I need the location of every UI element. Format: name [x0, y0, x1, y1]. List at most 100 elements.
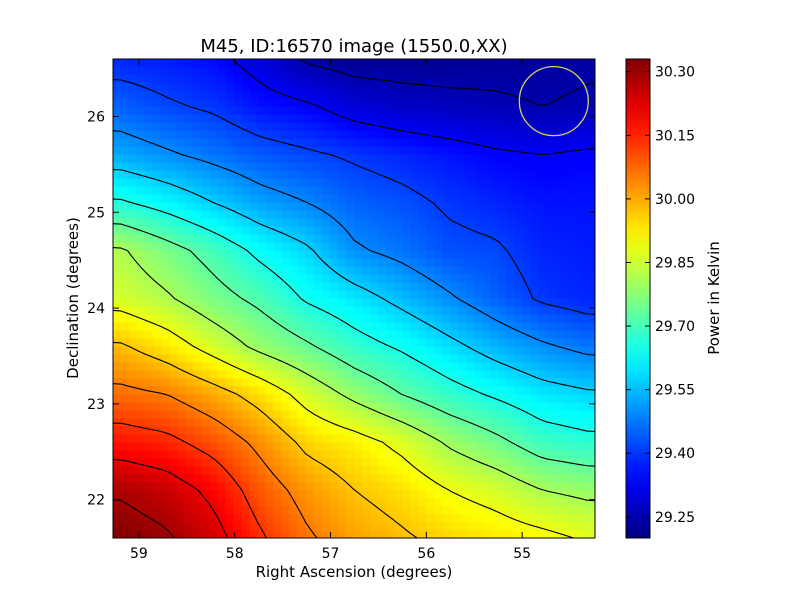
heatmap-cell	[169, 514, 178, 523]
heatmap-cell	[442, 434, 451, 443]
heatmap-cell	[474, 170, 484, 180]
heatmap-cell	[265, 154, 275, 164]
heatmap-cell	[362, 370, 371, 379]
heatmap-cell	[418, 130, 427, 140]
heatmap-cell	[153, 194, 162, 204]
heatmap-cell	[113, 530, 122, 538]
heatmap-cell	[538, 242, 548, 252]
heatmap-cell	[554, 194, 564, 204]
heatmap-cell	[354, 250, 363, 260]
heatmap-cell	[506, 234, 516, 244]
heatmap-cell	[281, 106, 291, 116]
heatmap-cell	[257, 130, 267, 140]
heatmap-cell	[450, 506, 460, 515]
heatmap-cell	[233, 458, 243, 467]
heatmap-cell	[337, 242, 347, 252]
heatmap-cell	[570, 354, 580, 363]
heatmap-cell	[321, 266, 331, 276]
heatmap-cell	[185, 122, 194, 132]
heatmap-cell	[570, 458, 580, 467]
heatmap-cell	[546, 90, 556, 100]
heatmap-cell	[498, 210, 508, 220]
heatmap-cell	[225, 114, 235, 124]
heatmap-cell	[257, 370, 267, 379]
heatmap-cell	[241, 370, 251, 379]
heatmap-cell	[514, 74, 524, 84]
contour-lines	[113, 59, 595, 538]
heatmap-cell	[337, 434, 347, 443]
heatmap-cell	[442, 410, 451, 419]
heatmap-cell	[546, 450, 556, 459]
heatmap-cell	[426, 490, 435, 499]
heatmap-cell	[201, 514, 210, 523]
heatmap-cell	[386, 514, 395, 523]
heatmap-cell	[129, 66, 138, 76]
heatmap-cell	[249, 490, 259, 499]
heatmap-cell	[546, 402, 556, 411]
heatmap-cell	[418, 162, 427, 172]
heatmap-cell	[538, 59, 548, 68]
heatmap-cell	[378, 114, 387, 124]
heatmap-cell	[169, 354, 178, 363]
heatmap-cell	[474, 394, 484, 403]
heatmap-cell	[161, 74, 170, 84]
heatmap-cell	[386, 59, 395, 68]
heatmap-cell	[530, 530, 540, 538]
heatmap-cell	[313, 386, 323, 395]
heatmap-cell	[402, 466, 411, 475]
heatmap-cell	[345, 66, 355, 76]
heatmap-cell	[209, 146, 219, 156]
heatmap-cell	[169, 250, 178, 260]
heatmap-cell	[362, 242, 371, 252]
heatmap-cell	[458, 226, 468, 236]
heatmap-cell	[386, 290, 395, 300]
heatmap-cell	[137, 154, 146, 164]
heatmap-cell	[514, 490, 524, 499]
heatmap-cell	[145, 98, 154, 108]
heatmap-cell	[273, 90, 283, 100]
heatmap-cell	[474, 314, 484, 324]
heatmap-cell	[578, 59, 588, 68]
heatmap-cell	[145, 266, 154, 276]
heatmap-cell	[554, 218, 564, 228]
heatmap-cell	[354, 146, 363, 156]
heatmap-cell	[362, 362, 371, 371]
heatmap-cell	[345, 402, 355, 411]
heatmap-cell	[329, 458, 339, 467]
heatmap-cell	[177, 354, 186, 363]
heatmap-cell	[209, 106, 219, 116]
heatmap-cell	[490, 498, 500, 507]
heatmap-cell	[273, 170, 283, 180]
heatmap-cell	[289, 122, 299, 132]
heatmap-cell	[217, 378, 227, 387]
heatmap-cell	[426, 362, 435, 371]
heatmap-cell	[177, 82, 186, 92]
heatmap-cell	[522, 458, 532, 467]
heatmap-cell	[145, 66, 154, 76]
heatmap-cell	[450, 306, 460, 316]
heatmap-cell	[530, 474, 540, 483]
heatmap-cell	[562, 498, 572, 507]
heatmap-cell	[514, 474, 524, 483]
heatmap-cell	[233, 522, 243, 531]
heatmap-cell	[378, 82, 387, 92]
heatmap-cell	[281, 226, 291, 236]
heatmap-cell	[578, 458, 588, 467]
heatmap-cell	[586, 122, 595, 132]
heatmap-cell	[233, 266, 243, 276]
heatmap-cell	[522, 442, 532, 451]
heatmap-cell	[474, 66, 484, 76]
heatmap-cell	[321, 154, 331, 164]
heatmap-cell	[354, 330, 363, 340]
heatmap-cell	[193, 458, 202, 467]
heatmap-cell	[161, 138, 170, 148]
heatmap-cell	[410, 202, 419, 212]
heatmap-cell	[530, 106, 540, 116]
heatmap-cell	[378, 522, 387, 531]
heatmap-cell	[522, 242, 532, 252]
heatmap-cell	[297, 290, 307, 300]
heatmap-cell	[193, 378, 202, 387]
heatmap-cell	[586, 322, 595, 332]
heatmap-cell	[378, 59, 387, 68]
heatmap-cell	[209, 59, 219, 68]
